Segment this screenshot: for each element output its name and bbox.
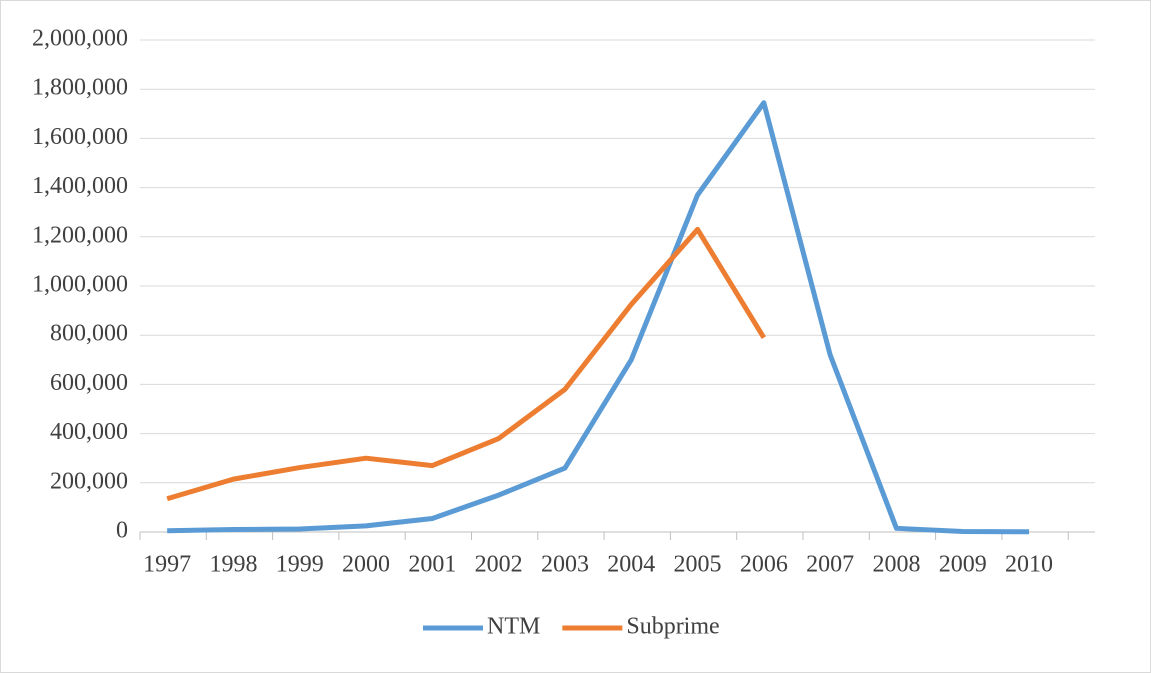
x-tick-label: 2005	[674, 552, 722, 578]
y-tick-label: 1,800,000	[32, 75, 128, 101]
x-tick-label: 2006	[740, 552, 788, 578]
series-line	[167, 100, 1030, 535]
y-tick-label: 1,000,000	[32, 272, 128, 298]
x-tick-label: 2001	[408, 552, 456, 578]
x-tick-label: 1999	[276, 552, 324, 578]
x-tick-label: 2002	[475, 552, 523, 578]
x-tick-label: 2007	[806, 552, 854, 578]
series-line	[166, 226, 766, 502]
x-tick-label: 2000	[342, 552, 390, 578]
y-tick-label: 2,000,000	[32, 26, 128, 52]
x-tick-label: 2009	[939, 552, 987, 578]
x-tick-label: 2010	[1005, 552, 1053, 578]
y-tick-label: 200,000	[50, 468, 128, 494]
y-tick-label: 1,200,000	[32, 222, 128, 248]
y-tick-label: 1,400,000	[32, 173, 128, 199]
x-tick-label: 1997	[143, 552, 191, 578]
y-tick-label: 600,000	[50, 370, 128, 396]
legend-label: NTM	[487, 614, 540, 640]
y-tick-label: 1,600,000	[32, 124, 128, 150]
legend-label: Subprime	[626, 614, 719, 640]
y-tick-label: 800,000	[50, 321, 128, 347]
x-tick-label: 1998	[209, 552, 257, 578]
x-tick-label: 2008	[872, 552, 920, 578]
y-tick-label: 400,000	[50, 419, 128, 445]
x-tick-label: 2003	[541, 552, 589, 578]
y-tick-label: 0	[116, 518, 128, 544]
x-tick-label: 2004	[607, 552, 655, 578]
